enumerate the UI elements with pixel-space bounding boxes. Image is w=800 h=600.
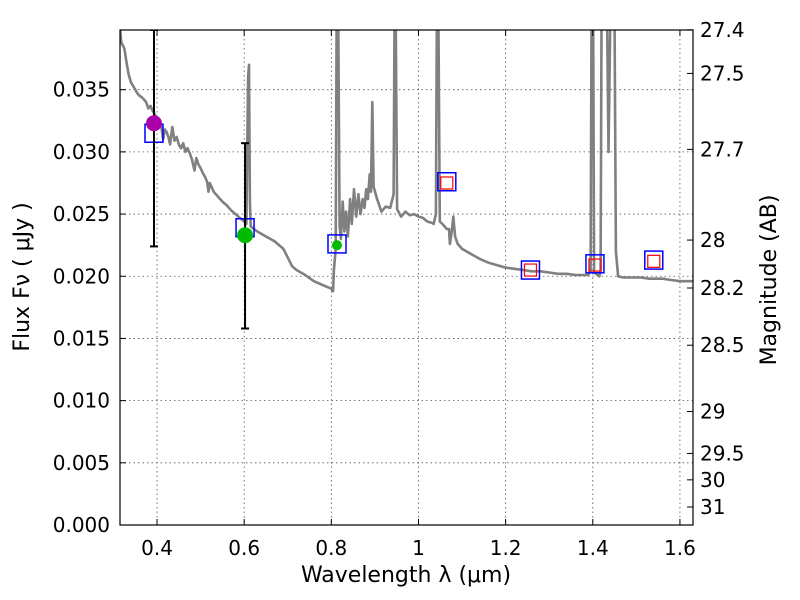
y-tick-label: 0.010	[53, 389, 110, 413]
series-layer	[120, 30, 693, 330]
mag-tick-label: 29.5	[700, 441, 745, 465]
plot-frame	[119, 29, 694, 526]
mag-tick-label: 27.7	[700, 137, 745, 161]
mag-tick-label: 27.4	[700, 18, 745, 42]
y-tick-label: 0.005	[53, 451, 110, 475]
y-tick-label: 0.015	[53, 326, 110, 350]
model-flux-box	[327, 234, 347, 254]
x-tick-label: 0.8	[315, 536, 347, 560]
x-tick-label: 0.4	[141, 536, 173, 560]
mag-tick-label: 27.5	[700, 61, 745, 85]
mag-tick-label: 31	[700, 495, 725, 519]
mag-tick-label: 28.5	[700, 333, 745, 357]
flux-point-faint	[331, 240, 342, 251]
model-flux-box	[585, 254, 605, 274]
mag-tick-label: 29	[700, 400, 725, 424]
mag-tick-label: 30	[700, 468, 725, 492]
y-tick-label: 0.020	[53, 264, 110, 288]
flux-point-r	[237, 227, 254, 244]
x-tick-label: 1.4	[577, 536, 609, 560]
model-sed-line	[120, 30, 693, 293]
x-tick-label: 1.6	[664, 536, 696, 560]
x-axis-label: Wavelength λ (μm)	[301, 563, 511, 588]
x-tick-label: 1.2	[490, 536, 522, 560]
y2-axis-label: Magnitude (AB)	[757, 195, 782, 366]
y-tick-label: 0.000	[53, 513, 110, 537]
model-flux-box	[520, 260, 541, 280]
y-tick-label: 0.025	[53, 202, 110, 226]
observed-flux-box	[523, 263, 538, 277]
tick-layer: 0.4 0.6 0.8 1 1.2 1.4 1.6 0.000 0.005 0.010 0.015 0…	[53, 18, 745, 560]
flux-point-u	[145, 115, 162, 132]
model-flux-box	[644, 250, 664, 270]
observed-flux-box	[588, 258, 602, 272]
y-tick-label: 0.035	[53, 78, 110, 102]
mag-tick-label: 28.2	[700, 276, 745, 300]
x-tick-label: 1	[412, 536, 425, 560]
mag-tick-label: 28	[700, 228, 725, 252]
observed-flux-box	[440, 176, 454, 190]
observed-flux-box	[647, 254, 661, 268]
x-tick-label: 0.6	[228, 536, 260, 560]
y-axis-label: Flux Fν ( μJy )	[10, 202, 35, 351]
y-tick-label: 0.030	[53, 140, 110, 164]
model-flux-box	[437, 171, 457, 192]
